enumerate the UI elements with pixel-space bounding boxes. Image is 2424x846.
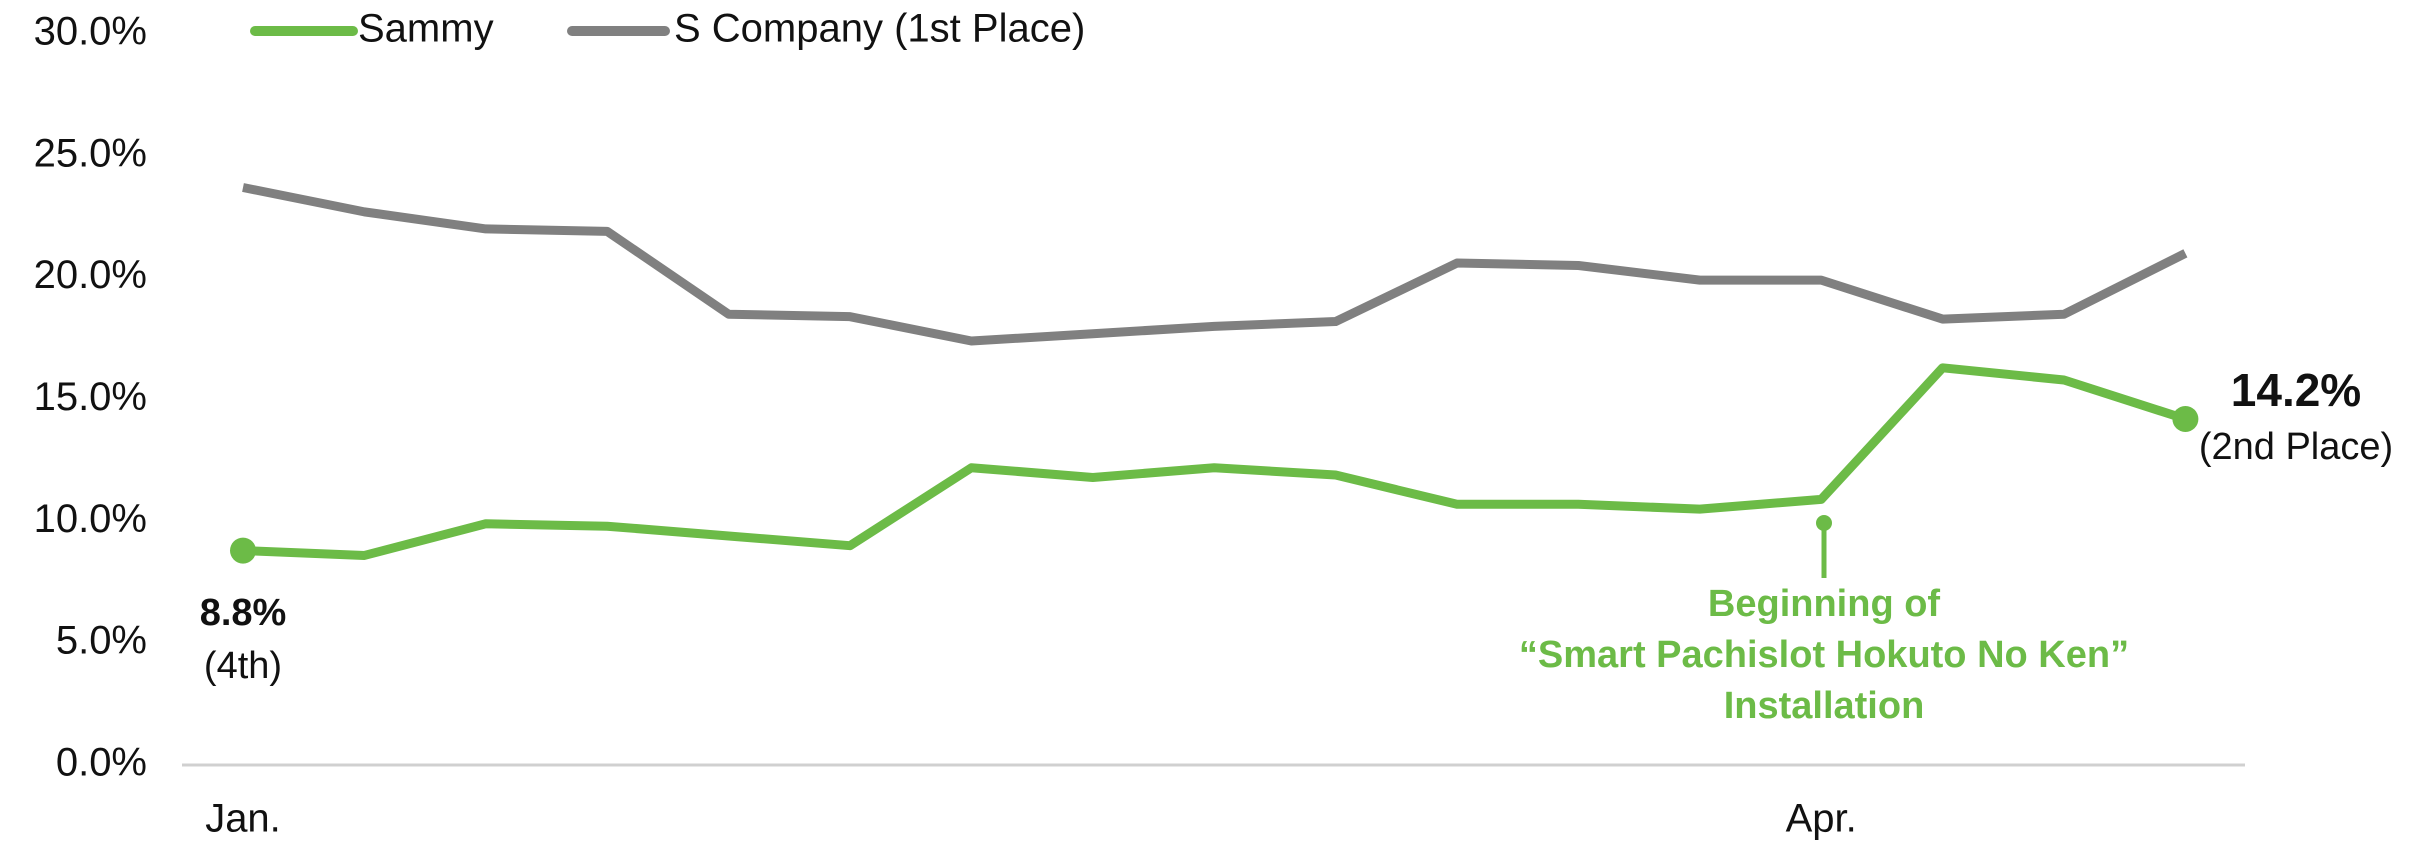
legend-label: Sammy xyxy=(358,7,494,51)
x-tick-label: Apr. xyxy=(1786,797,1857,841)
x-tick-label: Jan. xyxy=(205,797,281,841)
annotation: “Smart Pachislot Hokuto No Ken” xyxy=(1519,634,2129,676)
annotation: (2nd Place) xyxy=(2199,426,2393,468)
y-tick-label: 20.0% xyxy=(34,253,147,297)
annotation: (4th) xyxy=(204,645,282,687)
annotation: Beginning of xyxy=(1708,583,1941,625)
y-tick-label: 0.0% xyxy=(56,741,147,785)
end-marker xyxy=(230,537,256,564)
end-marker xyxy=(2172,405,2199,432)
data-label: 14.2% xyxy=(2231,364,2361,416)
legend-label: S Company (1st Place) xyxy=(674,7,1085,51)
data-label: 8.8% xyxy=(200,592,287,634)
y-tick-label: 25.0% xyxy=(34,131,147,175)
y-tick-label: 10.0% xyxy=(34,497,147,541)
y-tick-label: 30.0% xyxy=(34,10,147,54)
series-line xyxy=(242,183,2188,346)
annotation-dot xyxy=(1816,515,1832,531)
y-tick-label: 15.0% xyxy=(34,375,147,419)
series-line xyxy=(242,363,2187,560)
y-tick-label: 5.0% xyxy=(56,619,147,663)
annotation: Installation xyxy=(1724,685,1925,727)
